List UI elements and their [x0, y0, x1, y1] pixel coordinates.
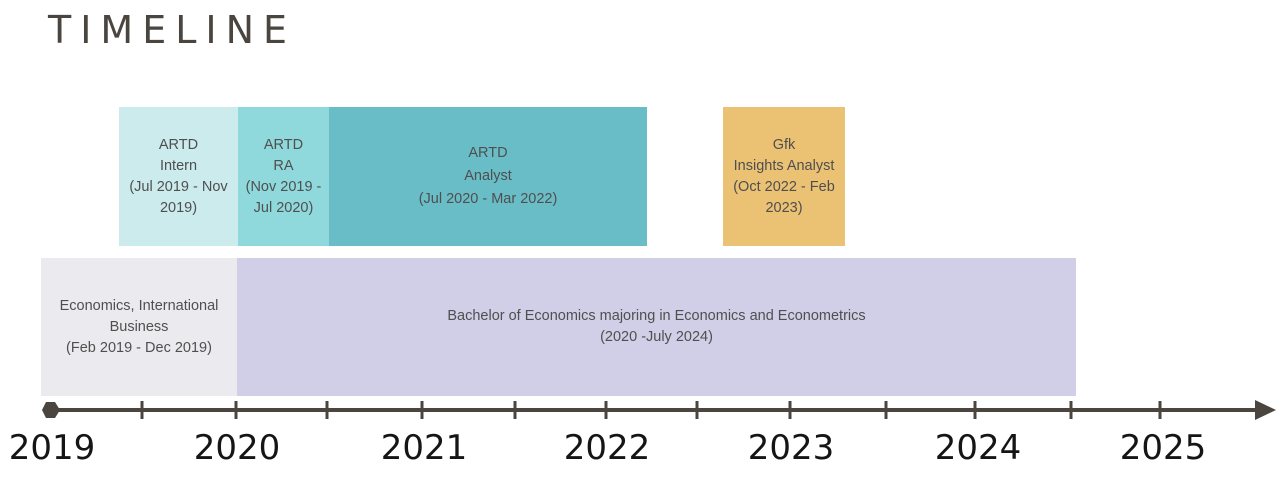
education-bachelor-of-economics: Bachelor of Economics majoring in Econom… — [237, 258, 1076, 396]
job-org: ARTD — [263, 136, 304, 153]
edu-dates: (Feb 2019 - Dec 2019) — [66, 339, 212, 356]
job-artd-ra: ARTD RA (Nov 2019 - Jul 2020) — [238, 107, 329, 246]
year-label-2021: 2021 — [380, 428, 468, 468]
job-artd-intern: ARTD Intern (Jul 2019 - Nov 2019) — [119, 107, 238, 246]
edu-name-cont: Business — [109, 318, 169, 335]
edu-dates: (2020 -July 2024) — [600, 329, 713, 345]
education-economics-international-business: Economics, International Business (Feb 2… — [41, 258, 237, 396]
year-label-2020: 2020 — [193, 428, 281, 468]
page-title: TIMELINE — [48, 8, 297, 52]
job-dates: (Jul 2020 - Mar 2022) — [418, 191, 558, 207]
year-label-2023: 2023 — [747, 428, 835, 468]
timeline-axis — [42, 400, 1276, 420]
job-dates: (Oct 2022 - Feb — [733, 178, 835, 195]
job-role: Analyst — [464, 168, 512, 184]
job-artd-analyst: ARTD Analyst (Jul 2020 - Mar 2022) — [329, 107, 647, 246]
job-role: RA — [273, 157, 294, 174]
year-label-2025: 2025 — [1119, 428, 1207, 468]
edu-name: Economics, International — [59, 297, 219, 314]
edu-name: Bachelor of Economics majoring in Econom… — [447, 308, 866, 324]
job-org: ARTD — [468, 145, 508, 161]
job-org: Gfk — [772, 136, 796, 153]
year-label-2024: 2024 — [934, 428, 1022, 468]
job-dates-cont: Jul 2020) — [253, 199, 314, 216]
axis-end-arrow-icon — [1255, 400, 1276, 420]
year-label-2019: 2019 — [8, 428, 96, 468]
job-org: ARTD — [158, 136, 199, 153]
job-dates-cont: 2023) — [765, 199, 803, 216]
job-dates: (Jul 2019 - Nov — [129, 178, 228, 195]
year-label-2022: 2022 — [563, 428, 651, 468]
job-dates: (Nov 2019 - — [245, 178, 322, 195]
job-role: Insights Analyst — [733, 157, 835, 174]
job-gfk-insights-analyst: Gfk Insights Analyst (Oct 2022 - Feb 202… — [723, 107, 845, 246]
job-role: Intern — [159, 157, 198, 174]
axis-start-hexagon-icon — [42, 402, 60, 418]
job-dates-cont: 2019) — [159, 199, 198, 216]
